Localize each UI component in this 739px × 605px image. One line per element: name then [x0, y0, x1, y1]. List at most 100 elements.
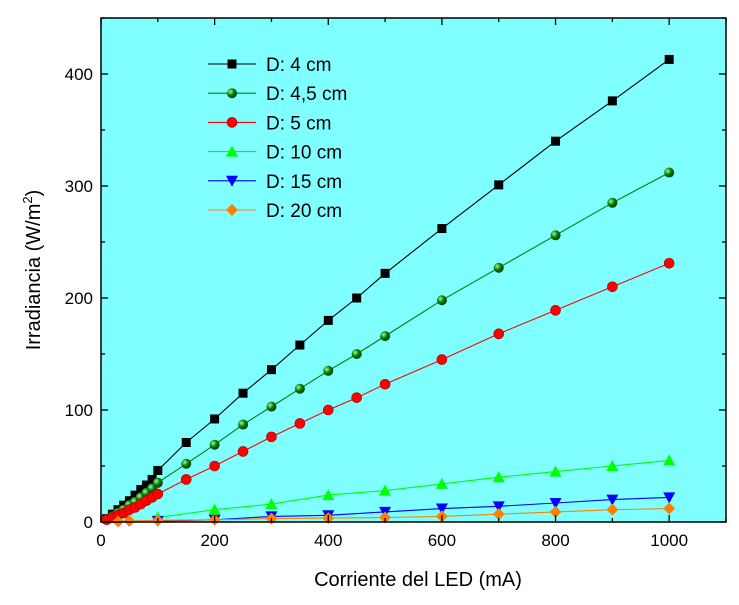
legend-marker-2	[226, 117, 238, 128]
legend-item-0: D: 4 cm	[208, 55, 331, 76]
y-tick-label-1: 100	[65, 401, 93, 420]
data-point-0-15	[323, 315, 333, 325]
legend-label-3: D: 10 cm	[266, 143, 342, 164]
data-point-2-17	[379, 378, 391, 390]
data-point-0-11	[210, 414, 220, 424]
y-axis-title-close: )	[23, 190, 45, 197]
data-point-5-11	[663, 502, 676, 515]
axis-layer: 0 200 400 600 800 1000 0 100 200 300 400	[65, 17, 727, 550]
y-tick-label-0: 0	[84, 513, 93, 532]
legend-item-2: D: 5 cm	[208, 113, 331, 134]
y-axis-title-superscript: 2	[20, 196, 35, 203]
x-tick-label-2: 400	[314, 531, 342, 550]
data-point-0-6	[136, 485, 146, 495]
data-point-1-17	[380, 331, 391, 342]
legend-item-3: D: 10 cm	[208, 143, 342, 164]
data-point-0-21	[607, 96, 617, 106]
data-point-0-8	[147, 474, 157, 484]
legend-marker-3	[226, 145, 238, 157]
data-point-1-20	[550, 230, 561, 241]
data-point-1-14	[294, 383, 305, 394]
data-point-1-19	[493, 262, 504, 273]
legend-label-5: D: 20 cm	[266, 201, 342, 222]
data-point-4-8	[606, 494, 619, 506]
series-2	[101, 257, 675, 526]
data-point-0-12	[238, 388, 248, 398]
data-point-1-21	[607, 197, 618, 208]
data-point-2-14	[294, 418, 306, 429]
data-point-5-8	[492, 508, 505, 521]
x-axis-title: Corriente del LED (mA)	[314, 569, 522, 591]
legend-marker-4	[226, 175, 238, 187]
data-point-1-10	[181, 458, 192, 469]
y-tick-label-3: 300	[65, 177, 93, 196]
data-point-0-7	[141, 480, 151, 490]
data-point-3-8	[606, 460, 619, 471]
data-point-5-10	[606, 503, 619, 516]
data-point-2-12	[237, 446, 249, 457]
legend-item-5: D: 20 cm	[208, 201, 342, 222]
plot-frame	[100, 17, 727, 523]
legend-marker-1	[227, 88, 237, 99]
data-point-2-22	[663, 257, 675, 269]
data-point-1-11	[209, 439, 220, 450]
y-axis-title: Irradiancia (W/m2)	[20, 190, 45, 351]
data-point-0-20	[551, 136, 561, 146]
data-point-1-15	[323, 365, 334, 376]
data-point-5-6	[379, 511, 392, 524]
series-layer	[101, 54, 676, 528]
data-point-0-5	[130, 490, 140, 500]
data-point-0-9	[153, 465, 163, 475]
data-point-5-1	[123, 514, 136, 527]
y-tick-label-2: 200	[65, 289, 93, 308]
data-point-2-13	[266, 431, 277, 443]
legend-label-4: D: 15 cm	[266, 172, 342, 193]
plot-area	[101, 18, 726, 522]
data-point-0-18	[437, 224, 447, 234]
series-line-4	[157, 496, 670, 522]
data-point-1-22	[664, 167, 675, 178]
legend-marker-5	[226, 204, 238, 216]
data-point-0-13	[266, 365, 276, 375]
legend-label-2: D: 5 cm	[266, 113, 331, 134]
legend-marker-0	[227, 59, 237, 69]
legend-label-1: D: 4,5 cm	[266, 84, 347, 105]
data-point-0-14	[295, 340, 305, 350]
data-point-2-15	[322, 404, 334, 416]
data-point-1-18	[436, 295, 447, 306]
legend: D: 4 cm D: 4,5 cm D: 5 cm D: 10 cm D: 15 cm D…	[208, 55, 347, 222]
data-point-2-9	[152, 488, 164, 500]
series-line-3	[157, 459, 670, 519]
data-point-2-18	[436, 354, 448, 365]
data-point-3-4	[379, 484, 392, 496]
data-point-1-16	[351, 349, 362, 359]
legend-label-0: D: 4 cm	[266, 55, 331, 76]
data-point-3-6	[492, 471, 505, 483]
y-axis-title-main: Irradiancia (W/m	[23, 204, 45, 351]
data-point-0-19	[494, 180, 504, 190]
data-point-0-22	[664, 54, 674, 64]
data-point-0-17	[380, 268, 390, 278]
data-point-1-12	[238, 419, 249, 430]
x-tick-label-1: 200	[200, 531, 228, 550]
data-point-2-11	[209, 460, 220, 472]
data-point-0-16	[352, 293, 362, 303]
data-point-3-7	[549, 465, 562, 477]
data-point-1-13	[266, 401, 277, 412]
data-point-2-16	[351, 392, 362, 403]
data-point-4-6	[492, 501, 505, 513]
legend-item-4: D: 15 cm	[208, 172, 342, 193]
x-tick-label-3: 600	[428, 531, 456, 550]
x-tick-label-0: 0	[96, 531, 105, 550]
data-point-2-19	[493, 328, 505, 340]
data-point-2-10	[180, 474, 192, 485]
data-point-3-3	[322, 489, 335, 501]
x-tick-label-5: 1000	[650, 531, 688, 550]
data-point-4-5	[435, 503, 448, 515]
data-point-4-9	[663, 492, 676, 504]
data-point-3-1	[208, 503, 221, 515]
data-point-1-9	[152, 477, 163, 488]
data-point-4-7	[549, 497, 562, 509]
y-tick-label-4: 400	[65, 65, 93, 84]
